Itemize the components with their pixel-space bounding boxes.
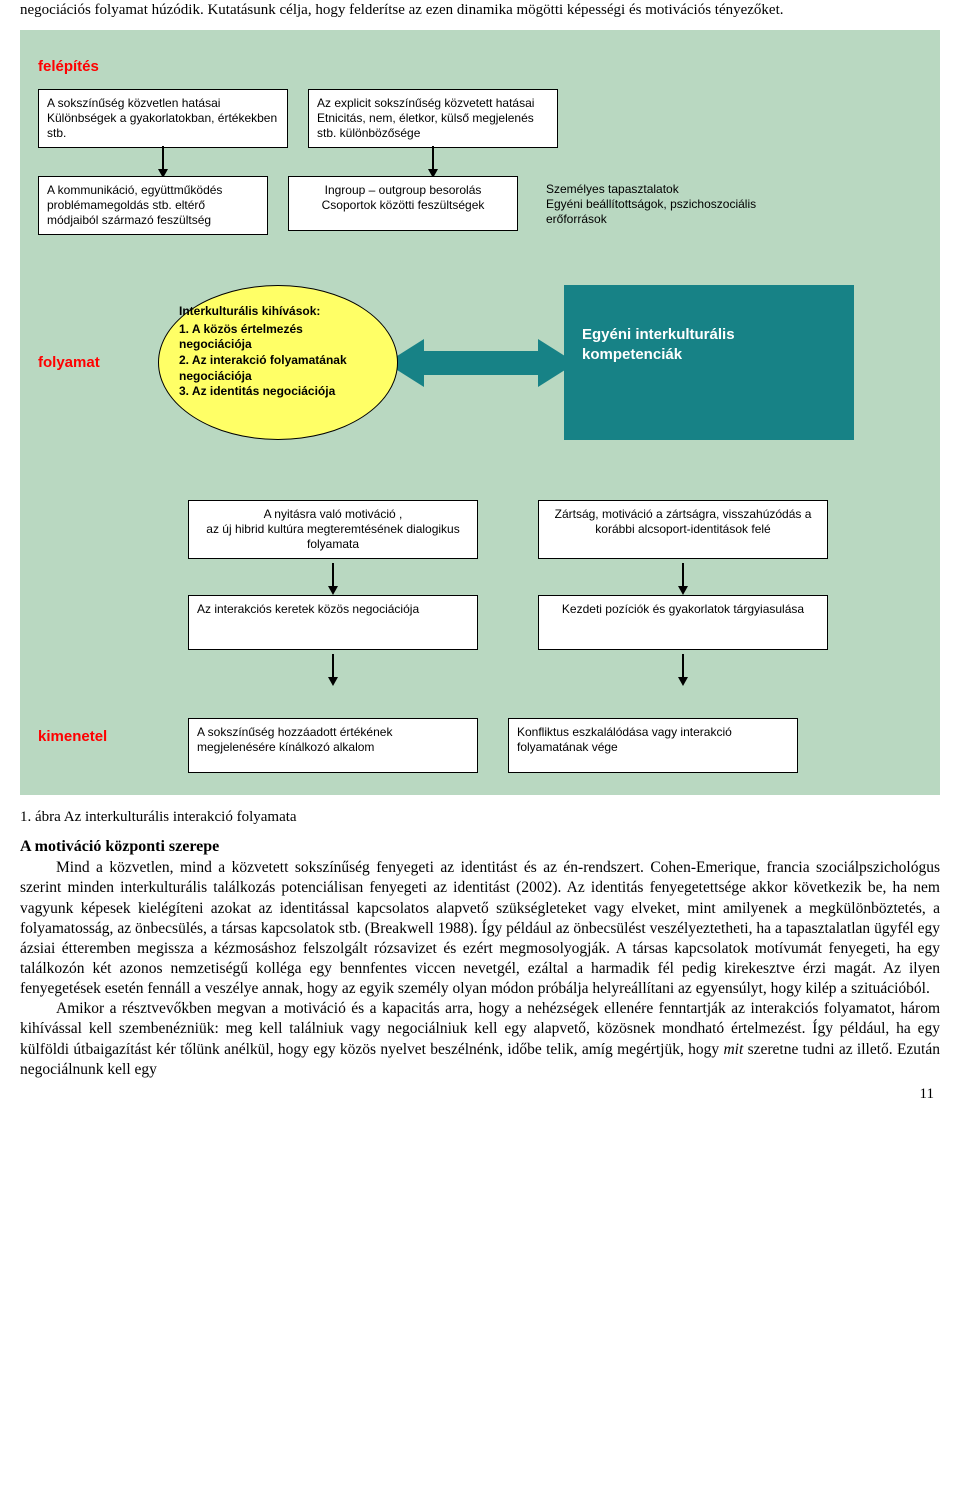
kimenetel-row: kimenetel A sokszínűség hozzáadott érték…	[38, 718, 922, 773]
folyamat-row: folyamat Interkulturális kihívások: 1. A…	[38, 285, 922, 440]
box-interaction-frames: Az interakciós keretek közös negociációj…	[188, 595, 478, 650]
body-paragraph-1: Mind a közvetlen, mind a közvetett soksz…	[20, 858, 940, 999]
box-added-value: A sokszínűség hozzáadott értékének megje…	[188, 718, 478, 773]
box-closedness: Zártság, motiváció a zártságra, visszahú…	[538, 500, 828, 559]
section-folyamat: folyamat	[38, 354, 158, 371]
arrow-down-icon	[328, 677, 338, 686]
section-heading: A motiváció központi szerepe	[20, 838, 940, 856]
arrows-r1-r2	[38, 148, 922, 178]
box-direct-effects: A sokszínűség közvetlen hatásai Különbsé…	[38, 89, 288, 148]
figure-caption: 1. ábra Az interkulturális interakció fo…	[20, 809, 940, 826]
box-indirect-effects: Az explicit sokszínűség közvetett hatása…	[308, 89, 558, 148]
ellipse-item: 1. A közös értelmezés negociációja	[179, 322, 377, 353]
intro-text: negociációs folyamat húzódik. Kutatásunk…	[20, 0, 940, 20]
outcomes-row1: A nyitásra való motiváció , az új hibrid…	[188, 500, 922, 559]
body-paragraph-2: Amikor a résztvevőkben megvan a motiváci…	[20, 999, 940, 1080]
ellipse-item: 2. Az interakció folyamatának negociáció…	[179, 353, 377, 384]
section-kimenetel: kimenetel	[38, 718, 158, 745]
bidirectional-arrow	[386, 333, 576, 393]
felepites-row1: A sokszínűség közvetlen hatásai Különbsé…	[38, 89, 922, 148]
ellipse-item: 3. Az identitás negociációja	[179, 384, 377, 400]
box-initial-positions: Kezdeti pozíciók és gyakorlatok tárgyias…	[538, 595, 828, 650]
arrow-down-icon	[328, 586, 338, 595]
arrow-down-icon	[678, 677, 688, 686]
diagram-container: felépítés A sokszínűség közvetlen hatása…	[20, 30, 940, 795]
felepites-row2: A kommunikáció, együttműködés problémame…	[38, 176, 922, 235]
page-number: 11	[20, 1086, 940, 1103]
box-conflict: Konfliktus eszkalálódása vagy interakció…	[508, 718, 798, 773]
box-openness: A nyitásra való motiváció , az új hibrid…	[188, 500, 478, 559]
box-ingroup-outgroup: Ingroup – outgroup besorolás Csoportok k…	[288, 176, 518, 231]
double-arrow-icon	[386, 333, 576, 393]
box-communication-tension: A kommunikáció, együttműködés problémame…	[38, 176, 268, 235]
box-competencies: Egyéni interkulturális kompetenciák	[564, 285, 854, 440]
arrows-bottom2	[188, 656, 922, 686]
box-personal-experience: Személyes tapasztalatok Egyéni beállítot…	[538, 176, 784, 233]
outcomes-row2: Az interakciós keretek közös negociációj…	[188, 595, 922, 650]
arrows-bottom1	[188, 565, 922, 595]
arrow-down-icon	[678, 586, 688, 595]
ellipse-challenges: Interkulturális kihívások: 1. A közös ér…	[158, 285, 398, 440]
ellipse-title: Interkulturális kihívások:	[179, 304, 377, 320]
section-felepites: felépítés	[38, 58, 922, 75]
